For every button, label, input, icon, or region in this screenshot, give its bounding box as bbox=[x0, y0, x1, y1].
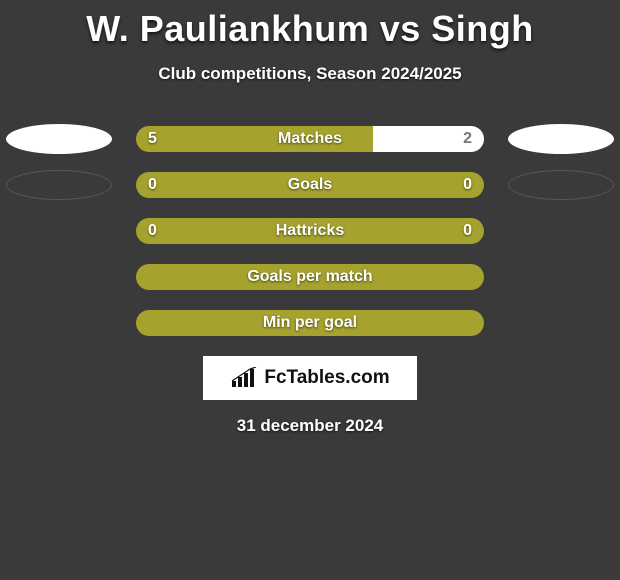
date-label: 31 december 2024 bbox=[0, 416, 620, 436]
stat-label: Hattricks bbox=[136, 218, 484, 244]
player-left-marker bbox=[6, 124, 112, 154]
stat-row: 00Goals bbox=[0, 172, 620, 198]
stat-bar: 00Goals bbox=[136, 172, 484, 198]
player-left-marker bbox=[6, 170, 112, 200]
stat-bar: Min per goal bbox=[136, 310, 484, 336]
player-right-marker bbox=[508, 170, 614, 200]
stat-label: Goals bbox=[136, 172, 484, 198]
stat-label: Min per goal bbox=[136, 310, 484, 336]
subtitle: Club competitions, Season 2024/2025 bbox=[0, 64, 620, 84]
stat-row: Goals per match bbox=[0, 264, 620, 290]
stat-bar: 52Matches bbox=[136, 126, 484, 152]
stat-row: Min per goal bbox=[0, 310, 620, 336]
player-right-marker bbox=[508, 124, 614, 154]
page-title: W. Pauliankhum vs Singh bbox=[0, 0, 620, 50]
stat-bar: Goals per match bbox=[136, 264, 484, 290]
bars-icon bbox=[230, 367, 258, 389]
stat-row: 52Matches bbox=[0, 126, 620, 152]
stat-label: Goals per match bbox=[136, 264, 484, 290]
brand-text: FcTables.com bbox=[264, 367, 389, 389]
comparison-chart: 52Matches 00Goals 00Hattricks Goals per mat… bbox=[0, 126, 620, 336]
stat-label: Matches bbox=[136, 126, 484, 152]
stat-bar: 00Hattricks bbox=[136, 218, 484, 244]
brand-logo: FcTables.com bbox=[203, 356, 417, 400]
stat-row: 00Hattricks bbox=[0, 218, 620, 244]
